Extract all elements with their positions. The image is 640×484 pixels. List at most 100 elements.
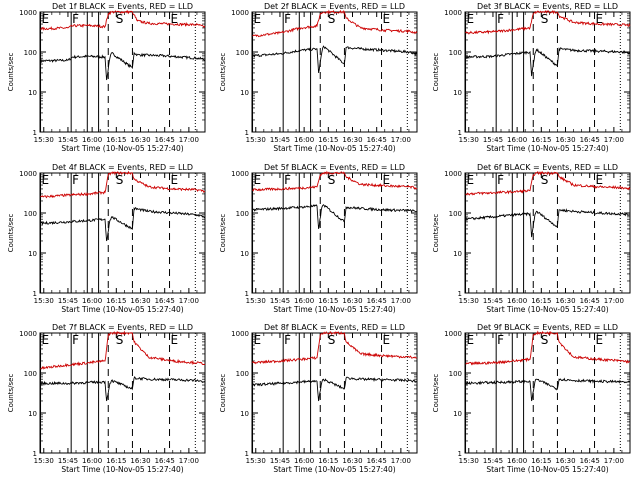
- events-series-line: [252, 376, 418, 402]
- x-tick-label: 16:00: [294, 136, 314, 144]
- x-tick-label: 16:15: [531, 457, 551, 465]
- lld-series-line: [465, 171, 631, 196]
- x-tick-label: 15:45: [483, 136, 503, 144]
- time-marker-label: E: [42, 333, 50, 347]
- x-tick-label: 16:15: [318, 297, 338, 305]
- x-tick-label: 16:00: [82, 297, 102, 305]
- y-tick-label: 1: [458, 129, 462, 137]
- plot-frame: [39, 332, 206, 454]
- x-tick-label: 15:30: [246, 297, 266, 305]
- y-tick-label: 100: [449, 210, 462, 218]
- y-axis-label: Counts/sec: [432, 53, 440, 92]
- time-marker-label: E: [171, 333, 179, 347]
- y-tick-label: 100: [449, 49, 462, 57]
- time-marker-label: F: [72, 173, 79, 187]
- chart-panel-3: Det 3f BLACK = Events, RED = LLD 1 10 100 10…: [432, 2, 631, 153]
- time-marker-label: S: [116, 173, 124, 187]
- chart-panel-4: Det 4f BLACK = Events, RED = LLD 1 10 100 10…: [7, 163, 206, 314]
- events-series-line: [465, 377, 631, 402]
- x-tick-label: 15:30: [459, 297, 479, 305]
- time-marker-label: E: [383, 12, 391, 26]
- time-marker-label: F: [72, 12, 79, 26]
- y-axis-label: Counts/sec: [219, 53, 227, 92]
- x-tick-label: 16:00: [294, 297, 314, 305]
- x-tick-label: 15:30: [459, 136, 479, 144]
- x-tick-label: 16:45: [580, 457, 600, 465]
- plot-frame: [464, 332, 631, 454]
- x-tick-label: 15:45: [270, 136, 290, 144]
- x-tick-label: 15:45: [483, 457, 503, 465]
- time-marker-label: E: [42, 12, 50, 26]
- x-tick-label: 16:15: [531, 136, 551, 144]
- x-tick-label: 15:30: [246, 136, 266, 144]
- x-tick-label: 17:00: [391, 297, 411, 305]
- time-marker-label: F: [497, 333, 504, 347]
- time-marker-label: F: [284, 333, 291, 347]
- time-marker-label: F: [497, 173, 504, 187]
- x-tick-label: 16:15: [318, 457, 338, 465]
- x-tick-label: 15:45: [58, 136, 78, 144]
- y-tick-label: 10: [240, 250, 249, 258]
- x-tick-label: 16:00: [507, 297, 527, 305]
- x-tick-label: 15:45: [270, 297, 290, 305]
- lld-series-line: [252, 9, 418, 38]
- x-tick-label: 15:45: [483, 297, 503, 305]
- y-tick-label: 1000: [444, 170, 462, 178]
- y-tick-label: 1000: [231, 170, 249, 178]
- y-tick-label: 1000: [231, 330, 249, 338]
- time-marker-label: E: [467, 12, 475, 26]
- chart-title: Det 9f BLACK = Events, RED = LLD: [477, 323, 618, 332]
- x-tick-label: 15:45: [270, 457, 290, 465]
- time-marker-label: F: [497, 12, 504, 26]
- x-tick-label: 16:30: [342, 457, 362, 465]
- x-axis-label: Start Time (10-Nov-05 15:27:40): [273, 144, 395, 153]
- time-marker-label: S: [116, 333, 124, 347]
- x-tick-label: 16:45: [367, 297, 387, 305]
- time-marker-label: E: [42, 173, 50, 187]
- chart-panel-9: Det 9f BLACK = Events, RED = LLD 1 10 100 10…: [432, 323, 631, 474]
- lld-series-line: [252, 331, 418, 365]
- time-marker-label: E: [383, 173, 391, 187]
- chart-panel-6: Det 6f BLACK = Events, RED = LLD 1 10 100 10…: [432, 163, 631, 314]
- y-tick-label: 10: [453, 89, 462, 97]
- chart-title: Det 4f BLACK = Events, RED = LLD: [52, 163, 193, 172]
- time-marker-label: E: [596, 333, 604, 347]
- chart-title: Det 1f BLACK = Events, RED = LLD: [52, 2, 193, 11]
- x-axis-label: Start Time (10-Nov-05 15:27:40): [486, 144, 608, 153]
- plot-frame: [251, 172, 418, 294]
- time-marker-label: F: [72, 333, 79, 347]
- y-tick-label: 1: [245, 450, 249, 458]
- events-series-line: [40, 51, 206, 81]
- events-series-line: [40, 206, 206, 242]
- y-tick-label: 100: [24, 49, 37, 57]
- x-axis-label: Start Time (10-Nov-05 15:27:40): [273, 465, 395, 474]
- x-tick-label: 15:45: [58, 297, 78, 305]
- lld-series-line: [252, 170, 418, 192]
- events-series-line: [40, 375, 206, 402]
- y-tick-label: 1: [245, 129, 249, 137]
- x-tick-label: 16:15: [531, 297, 551, 305]
- time-marker-label: F: [284, 173, 291, 187]
- x-axis-label: Start Time (10-Nov-05 15:27:40): [486, 305, 608, 314]
- time-marker-label: E: [171, 12, 179, 26]
- y-tick-label: 1: [458, 290, 462, 298]
- y-tick-label: 1000: [19, 170, 37, 178]
- time-marker-label: E: [383, 333, 391, 347]
- x-tick-label: 16:45: [580, 136, 600, 144]
- x-tick-label: 16:15: [106, 457, 126, 465]
- time-marker-label: S: [328, 12, 336, 26]
- y-tick-label: 10: [240, 410, 249, 418]
- x-axis-label: Start Time (10-Nov-05 15:27:40): [61, 144, 183, 153]
- x-tick-label: 16:30: [555, 297, 575, 305]
- time-marker-label: E: [254, 333, 262, 347]
- y-tick-label: 100: [236, 210, 249, 218]
- events-series-line: [465, 47, 631, 77]
- x-tick-label: 16:30: [342, 297, 362, 305]
- x-axis-label: Start Time (10-Nov-05 15:27:40): [61, 305, 183, 314]
- x-axis-label: Start Time (10-Nov-05 15:27:40): [61, 465, 183, 474]
- time-marker-label: E: [596, 173, 604, 187]
- y-tick-label: 100: [24, 370, 37, 378]
- y-tick-label: 100: [449, 370, 462, 378]
- x-tick-label: 17:00: [179, 457, 199, 465]
